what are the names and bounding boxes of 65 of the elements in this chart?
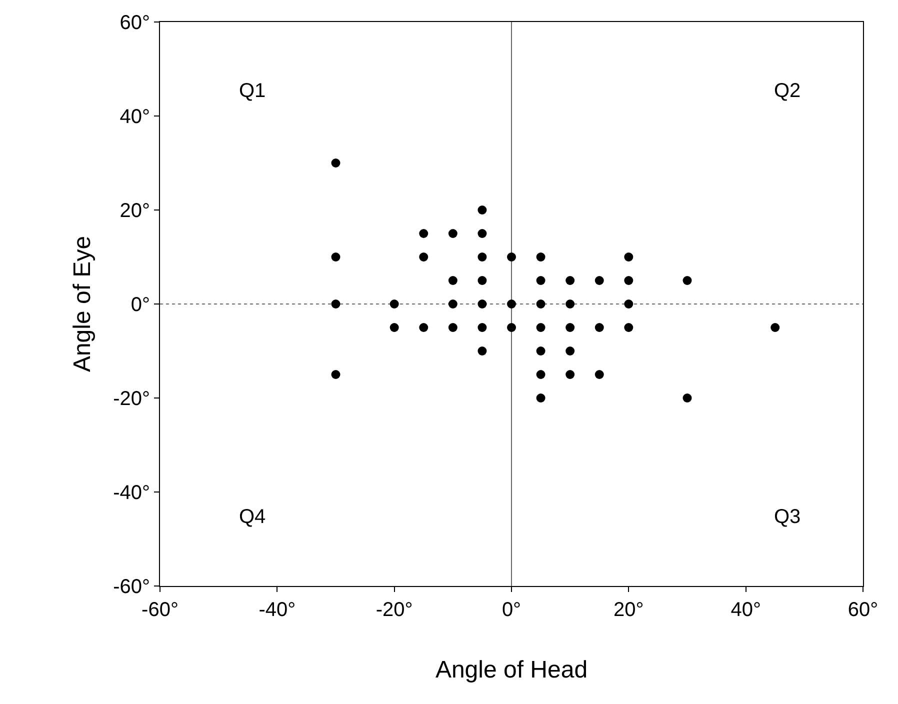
y-tick-label: -40° — [113, 482, 150, 504]
point — [478, 229, 487, 238]
point — [331, 300, 340, 308]
point — [390, 300, 399, 308]
point — [536, 370, 546, 379]
point — [682, 276, 692, 285]
x-tick-label: 40° — [730, 599, 761, 621]
y-axis-title: Angle of Eye — [69, 236, 96, 372]
point — [536, 276, 546, 285]
y-tick-label: 60° — [120, 12, 150, 34]
point — [566, 300, 575, 308]
y-tick-label: 20° — [120, 200, 150, 222]
point — [448, 276, 458, 285]
annotation: Q1 — [239, 80, 266, 102]
point — [536, 346, 546, 356]
point — [448, 229, 458, 238]
x-tick-label: -40° — [258, 599, 296, 621]
annotation: Q4 — [239, 506, 266, 528]
point — [390, 323, 399, 332]
point — [682, 394, 692, 402]
point — [624, 300, 634, 308]
point — [624, 323, 634, 332]
x-axis-title: Angle of Head — [435, 656, 588, 684]
point — [536, 323, 546, 332]
point — [536, 300, 546, 308]
x-tick-label: 60° — [848, 599, 878, 621]
point — [478, 252, 487, 262]
point — [419, 229, 428, 238]
point — [624, 276, 634, 285]
point — [770, 323, 780, 332]
point — [566, 370, 575, 379]
point — [594, 276, 604, 285]
annotation: Q2 — [774, 80, 801, 102]
point — [624, 252, 634, 262]
point — [331, 370, 340, 379]
point — [536, 394, 546, 402]
point — [419, 323, 428, 332]
point — [478, 323, 487, 332]
point — [331, 252, 340, 262]
point — [594, 323, 604, 332]
point — [566, 323, 575, 332]
point — [448, 300, 458, 308]
point — [478, 300, 487, 308]
y-tick-label: 40° — [120, 106, 150, 128]
point — [507, 252, 516, 262]
point — [594, 370, 604, 379]
point — [331, 158, 340, 168]
x-tick-label: 20° — [614, 599, 644, 621]
point — [419, 252, 428, 262]
point — [478, 276, 487, 285]
point — [566, 346, 575, 356]
point — [478, 346, 487, 356]
point — [478, 206, 487, 214]
x-tick-label: -60° — [142, 599, 178, 621]
point — [536, 252, 546, 262]
y-tick-label: 0° — [130, 294, 150, 316]
point — [448, 323, 458, 332]
annotation: Q3 — [774, 506, 801, 528]
x-tick-label: -20° — [376, 599, 413, 621]
point — [566, 276, 575, 285]
point — [507, 323, 516, 332]
x-tick-label: 0° — [502, 599, 522, 621]
y-tick-label: -60° — [113, 576, 150, 598]
y-tick-label: -20° — [113, 388, 150, 410]
point — [507, 300, 516, 308]
